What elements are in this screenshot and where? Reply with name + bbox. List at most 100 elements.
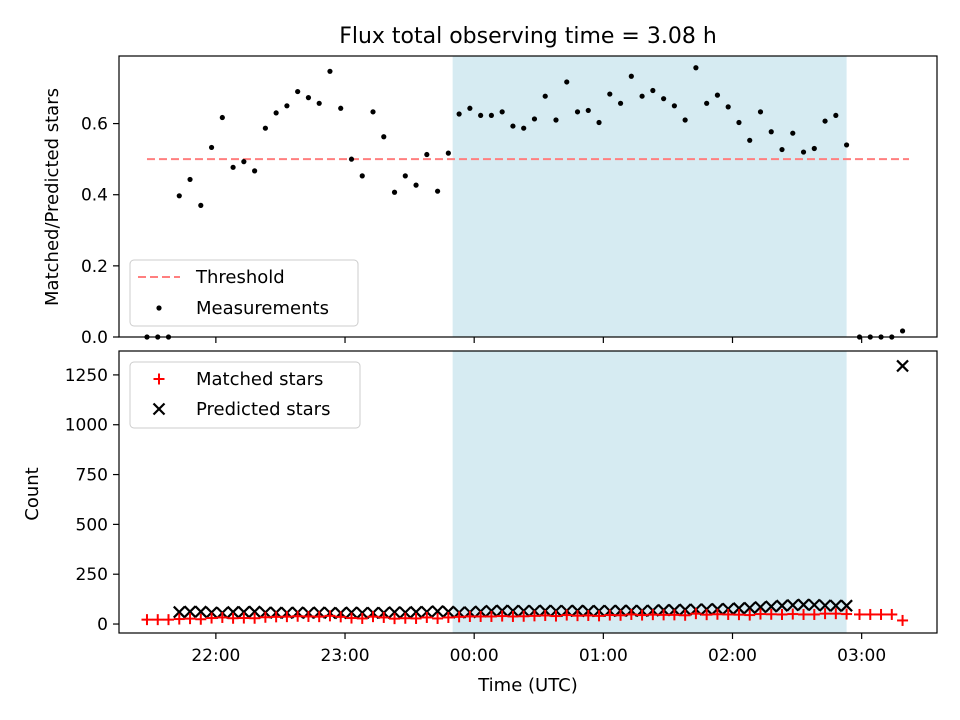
matched-marker (206, 612, 218, 624)
matched-marker (442, 611, 454, 623)
matched-marker (636, 609, 648, 621)
predicted-marker (818, 599, 832, 612)
y-tick-label: 500 (76, 515, 108, 535)
predicted-marker (721, 602, 735, 616)
matched-marker (582, 609, 594, 621)
matched-marker (722, 608, 734, 620)
matched-marker (744, 609, 756, 621)
measurement-point (822, 118, 828, 124)
matched-marker (227, 612, 239, 624)
top-y-axis: 0.0 0.2 0.4 0.6 (81, 115, 119, 348)
bottom-x-axis: 22:00 23:00 00:00 01:00 02:00 03:00 (191, 633, 886, 666)
measurement-point (219, 114, 225, 121)
legend-predicted-marker (152, 402, 166, 416)
matched-marker (615, 609, 627, 621)
measurement-point (639, 93, 645, 99)
predicted-marker (764, 600, 778, 613)
legend-matched-label: Matched stars (196, 369, 323, 390)
top-y-axis-label: Matched/Predicted stars (42, 88, 63, 306)
x-tick-label: 00:00 (450, 646, 499, 666)
y-tick-label: 0.6 (81, 115, 108, 135)
measurement-point (510, 123, 516, 129)
matched-marker (324, 610, 336, 622)
measurement-point (790, 130, 796, 136)
measurement-point (542, 93, 548, 99)
count-points (141, 359, 909, 626)
legend-measurements-label: Measurements (196, 298, 329, 319)
y-tick-label: 0.0 (81, 328, 108, 348)
measurement-point (402, 173, 408, 179)
measurement-point (899, 328, 906, 334)
matched-marker (141, 614, 153, 626)
measurement-point (693, 65, 699, 71)
measurement-point (714, 92, 721, 98)
matched-marker (819, 608, 831, 620)
matched-marker (733, 609, 745, 621)
matched-marker (754, 608, 766, 620)
matched-marker (399, 612, 411, 624)
matched-marker (841, 608, 853, 620)
measurement-point (478, 112, 484, 119)
measurement-point (424, 151, 430, 158)
measurement-point (585, 107, 591, 114)
matched-marker (313, 611, 325, 623)
matched-marker (238, 612, 250, 624)
matched-marker (507, 610, 519, 622)
y-tick-label: 250 (76, 565, 108, 585)
matched-marker (679, 609, 691, 621)
measurement-point (273, 110, 279, 116)
measurement-point (596, 119, 602, 126)
matched-marker (173, 613, 185, 625)
x-tick-label: 03:00 (837, 646, 886, 666)
matched-marker (389, 613, 401, 625)
matched-marker (216, 611, 228, 623)
measurement-point (779, 146, 785, 153)
predicted-marker (506, 604, 520, 618)
predicted-marker (388, 605, 401, 619)
x-tick-label: 02:00 (708, 646, 757, 666)
top-x-ticks (215, 337, 863, 343)
predicted-marker (797, 598, 810, 611)
measurement-point (176, 193, 182, 199)
y-tick-label: 750 (76, 466, 108, 486)
matched-marker (765, 608, 777, 620)
measurement-point (607, 91, 613, 97)
top-observing-window-shade (452, 56, 847, 337)
predicted-marker (678, 603, 692, 616)
matched-marker (496, 610, 508, 622)
matched-marker (808, 608, 820, 620)
predicted-marker (248, 605, 261, 618)
measurement-point (391, 189, 398, 195)
matched-marker (184, 613, 196, 625)
y-tick-label: 0.2 (81, 257, 108, 277)
measurement-point (208, 144, 215, 151)
predicted-marker (431, 604, 444, 618)
predicted-marker (355, 606, 369, 620)
measurement-point (521, 125, 527, 131)
legend-predicted-swatch (152, 402, 166, 416)
matched-marker (453, 611, 465, 623)
predicted-marker (345, 606, 358, 619)
predicted-marker (754, 600, 767, 614)
matched-marker (711, 608, 723, 620)
predicted-marker (786, 598, 800, 612)
x-axis-label: Time (UTC) (477, 675, 578, 696)
matched-marker (163, 614, 175, 626)
matched-marker (776, 608, 788, 620)
predicted-marker (399, 606, 412, 619)
x-tick-label: 22:00 (191, 646, 240, 666)
matched-marker (345, 612, 357, 624)
measurement-point (628, 73, 634, 79)
matched-marker (259, 611, 271, 623)
matched-marker (875, 608, 887, 620)
matched-marker (625, 608, 637, 620)
matched-marker (528, 610, 540, 622)
measurement-point (359, 173, 365, 179)
predicted-marker (808, 598, 821, 612)
measurement-point (230, 164, 236, 170)
measurement-point (284, 103, 290, 109)
legend-matched-marker (153, 373, 165, 385)
predicted-marker (172, 605, 186, 619)
matched-marker (152, 614, 164, 626)
predicted-marker (732, 602, 746, 615)
